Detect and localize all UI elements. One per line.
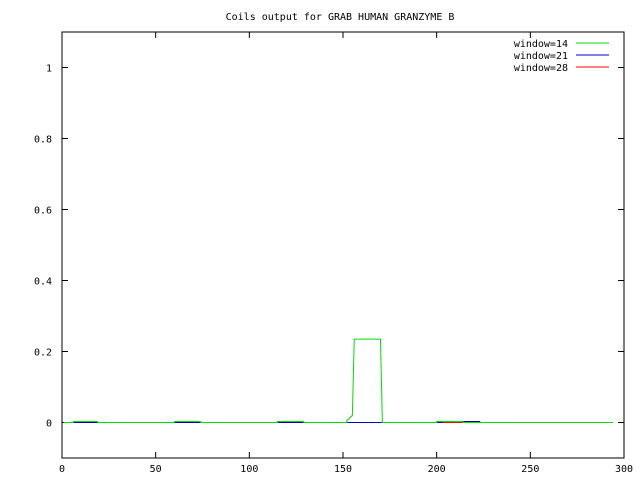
x-tick-label: 50	[150, 464, 162, 475]
x-tick-label: 0	[59, 464, 65, 475]
y-tick-label: 1	[46, 64, 52, 75]
chart-title: Coils output for GRAB HUMAN GRANZYME B	[226, 12, 455, 23]
series-lines	[63, 338, 613, 423]
y-tick-label: 0	[46, 419, 52, 430]
y-tick-label: 0.2	[34, 348, 52, 359]
legend-label: window=14	[514, 39, 568, 50]
legend-label: window=28	[514, 63, 568, 74]
y-tick-label: 0.6	[34, 206, 52, 217]
y-tick-label: 0.8	[34, 135, 52, 146]
y-tick-label: 0.4	[34, 277, 52, 288]
x-tick-label: 100	[240, 464, 258, 475]
axis-ticks: 0 50 100 150 200 250 300 0 0.2 0.4 0.6 0.8 1	[34, 32, 633, 475]
x-tick-label: 250	[521, 464, 539, 475]
series-line-window-14	[63, 338, 613, 423]
x-tick-label: 300	[615, 464, 633, 475]
x-tick-label: 200	[428, 464, 446, 475]
legend-label: window=21	[514, 51, 568, 62]
x-tick-label: 150	[334, 464, 352, 475]
plot-frame	[61, 31, 625, 459]
